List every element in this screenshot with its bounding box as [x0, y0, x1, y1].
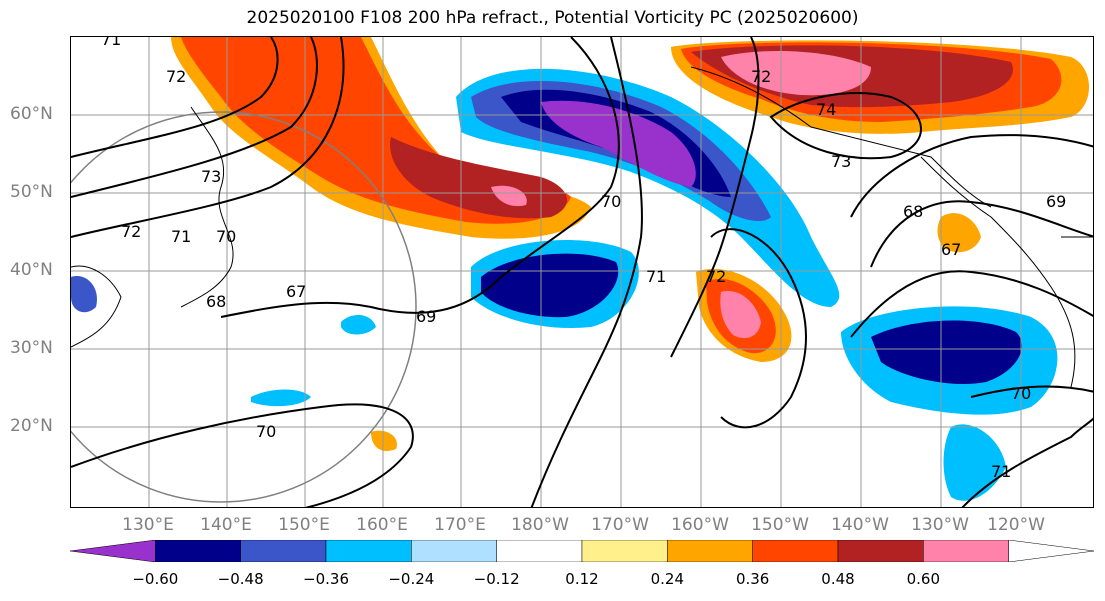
refractivity-contours — [71, 37, 1093, 507]
lon-label: 160°E — [356, 515, 408, 535]
colorbar-tick-label: −0.60 — [132, 570, 179, 588]
contour-label: 70 — [1011, 384, 1031, 403]
colorbar-tick-label: 0.48 — [821, 570, 855, 588]
colorbar-segment — [923, 540, 1009, 562]
colorbar-segment — [752, 540, 839, 562]
contour-label: 71 — [991, 462, 1011, 481]
contour-label: 73 — [201, 167, 221, 186]
pv-shading — [71, 37, 1089, 501]
colorbar-tick-label: −0.24 — [388, 570, 435, 588]
colorbar-tick-label: 0.36 — [735, 570, 770, 588]
colorbar-tick-label: 0.24 — [650, 570, 685, 588]
colorbar-segment — [411, 540, 497, 562]
lon-label: 150°W — [751, 515, 809, 535]
contour-label: 72 — [751, 67, 771, 86]
lat-label-50n: 50°N — [10, 182, 53, 202]
colorbar — [70, 540, 1094, 562]
contour-label: 68 — [903, 202, 923, 221]
lon-label: 180°W — [511, 515, 569, 535]
contour-label: 70 — [256, 422, 276, 441]
lon-label: 170°W — [591, 515, 649, 535]
contour-label: 71 — [101, 37, 121, 49]
contour-label: 70 — [601, 192, 621, 211]
colorbar-min-extend — [70, 540, 156, 562]
range-circle — [71, 111, 417, 503]
colorbar-tick-label: −0.12 — [473, 570, 520, 588]
colorbar-segment — [155, 540, 241, 562]
colorbar-segment — [325, 540, 412, 562]
colorbar-tick-label: 0.60 — [906, 570, 941, 588]
contour-label: 72 — [706, 267, 726, 286]
lon-label: 130°W — [911, 515, 969, 535]
colorbar-segment — [581, 540, 668, 562]
contour-label: 69 — [416, 307, 436, 326]
contour-label: 67 — [286, 282, 306, 301]
map-title: 2025020100 F108 200 hPa refract., Potent… — [246, 8, 859, 28]
contour-label: 72 — [166, 67, 186, 86]
colorbar-segment — [496, 540, 583, 562]
lon-label: 160°W — [671, 515, 729, 535]
colorbar-tick-label: 0.12 — [565, 570, 599, 588]
lat-label-60n: 60°N — [10, 104, 53, 124]
lat-label-30n: 30°N — [10, 338, 53, 358]
contour-label: 71 — [171, 227, 191, 246]
lat-label-20n: 20°N — [10, 416, 53, 436]
map-panel: 71 72 73 74 72 73 70 71 72 68 67 72 71 7… — [70, 36, 1094, 508]
colorbar-max-extend — [1008, 540, 1094, 562]
contour-label: 68 — [206, 292, 226, 311]
lat-label-40n: 40°N — [10, 260, 53, 280]
colorbar-tick-label: −0.48 — [217, 570, 264, 588]
colorbar-tick-label: −0.36 — [303, 570, 349, 588]
contour-label: 73 — [831, 152, 851, 171]
lon-label: 140°E — [200, 515, 252, 535]
lon-label: 150°E — [278, 515, 330, 535]
colorbar-segment — [667, 540, 753, 562]
lon-label: 170°E — [434, 515, 486, 535]
contour-label: 69 — [1046, 192, 1066, 211]
contour-label: 71 — [646, 267, 666, 286]
colorbar-segment — [240, 540, 327, 562]
contour-label: 72 — [121, 222, 141, 241]
map-canvas: 71 72 73 74 72 73 70 71 72 68 67 72 71 7… — [71, 37, 1093, 507]
contour-label: 67 — [941, 240, 961, 259]
contour-label: 74 — [816, 100, 836, 119]
lon-label: 140°W — [831, 515, 889, 535]
colorbar-segment — [837, 540, 924, 562]
lon-label: 120°W — [987, 515, 1045, 535]
contour-label: 70 — [216, 227, 236, 246]
coastlines — [71, 66, 1093, 388]
lon-label: 130°E — [122, 515, 174, 535]
